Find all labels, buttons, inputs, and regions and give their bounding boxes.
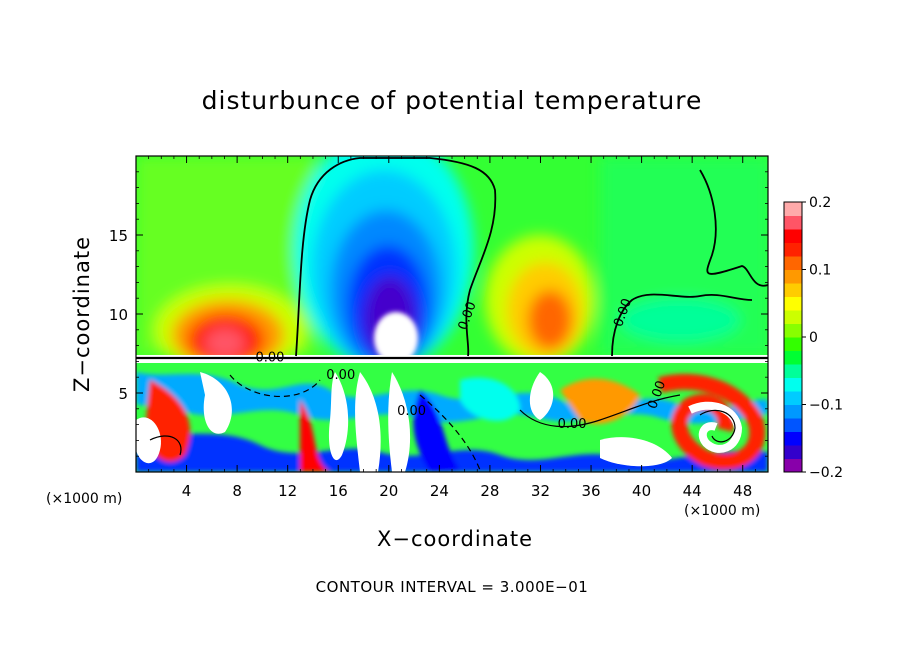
x-tick-label-2: 12	[278, 482, 297, 500]
colorbar-label-1: 0.1	[809, 263, 831, 279]
colorbar-segment-3	[784, 418, 802, 432]
colorbar-segment-17	[784, 229, 802, 243]
x-axis-label: X−coordinate	[377, 527, 533, 551]
contour-label-5: 0.00	[558, 417, 587, 432]
colorbar-segment-2	[784, 431, 802, 446]
field-layer: 0.000.00 0.000.000.000.000.00	[136, 156, 768, 472]
colorbar-segment-1	[784, 445, 802, 459]
x-unit-right: (×1000 m)	[684, 503, 761, 519]
x-tick-label-10: 44	[683, 482, 702, 500]
x-tick-label-6: 28	[480, 482, 499, 500]
contour-label-3: 0.00	[326, 368, 355, 383]
colorbar-segment-10	[784, 323, 802, 338]
x-tick-label-9: 40	[632, 482, 651, 500]
y-tick-label-2: 15	[109, 227, 128, 245]
colorbar-segment-11	[784, 310, 802, 324]
colorbar-label-3: −0.1	[809, 398, 843, 414]
colorbar-segment-16	[784, 242, 802, 257]
contour-label-4: 0.00	[397, 404, 426, 419]
colorbar-segment-13	[784, 283, 802, 297]
colorbar-segment-15	[784, 256, 802, 270]
colorbar-segment-9	[784, 337, 802, 351]
colorbar-segment-4	[784, 404, 802, 419]
x-tick-label-7: 32	[531, 482, 550, 500]
field-cold-core	[374, 312, 418, 364]
colorbar-segment-6	[784, 377, 802, 392]
colorbar-segment-7	[784, 364, 802, 378]
colorbar-label-4: −0.2	[809, 465, 843, 481]
chart-title: disturbunce of potential temperature	[201, 86, 703, 115]
x-tick-label-3: 16	[329, 482, 348, 500]
colorbar-segment-18	[784, 215, 802, 230]
x-ticks: 4 8 12 16 20 24 28 32 36 40 44 48	[148, 156, 756, 500]
x-tick-label-8: 36	[581, 482, 600, 500]
colorbar-segment-14	[784, 269, 802, 284]
y-tick-label-0: 5	[118, 385, 128, 403]
colorbar-segment-12	[784, 296, 802, 311]
colorbar-segment-19	[784, 202, 802, 216]
x-tick-label-4: 20	[379, 482, 398, 500]
colorbar-label-0: 0.2	[809, 195, 831, 211]
y-axis-label: Z−coordinate	[70, 236, 94, 392]
y-ticks: 5 10 15	[109, 171, 768, 457]
colorbar-segment-5	[784, 391, 802, 405]
x-tick-label-0: 4	[182, 482, 192, 500]
y-tick-label-1: 10	[109, 306, 128, 324]
colorbar-segment-0	[784, 458, 802, 473]
colorbar-segment-8	[784, 350, 802, 365]
x-unit-left: (×1000 m)	[46, 491, 123, 507]
contour-label-0: 0.00	[256, 350, 285, 365]
contour-lines	[136, 157, 768, 471]
x-tick-label-1: 8	[232, 482, 242, 500]
x-tick-label-11: 48	[733, 482, 752, 500]
x-tick-label-5: 24	[430, 482, 449, 500]
colorbar-label-2: 0	[809, 330, 818, 346]
field-turbulent-white-left	[136, 417, 161, 464]
contour-interval-note: CONTOUR INTERVAL = 3.000E−01	[315, 578, 589, 596]
colorbar: 0.2 0.1 0 −0.1 −0.2	[783, 195, 843, 481]
